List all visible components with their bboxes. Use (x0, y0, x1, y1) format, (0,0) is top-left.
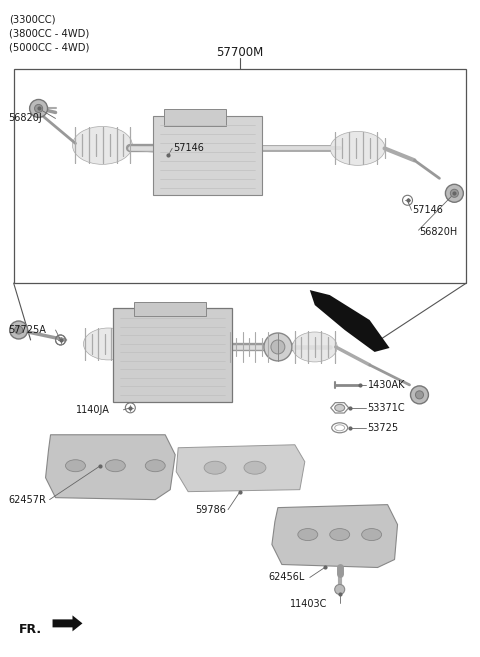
Ellipse shape (244, 461, 266, 474)
Text: (3300CC): (3300CC) (9, 14, 55, 25)
Text: 57146: 57146 (412, 205, 444, 215)
Circle shape (30, 99, 48, 118)
Text: 59786: 59786 (195, 505, 226, 514)
FancyBboxPatch shape (153, 116, 262, 195)
Ellipse shape (65, 460, 85, 472)
Circle shape (14, 326, 23, 334)
Ellipse shape (361, 529, 382, 541)
Text: 57700M: 57700M (216, 46, 264, 59)
Ellipse shape (298, 529, 318, 541)
Bar (13, 68, 467, 283)
Text: FR.: FR. (19, 623, 42, 636)
Text: 62456L: 62456L (268, 572, 304, 583)
Text: (5000CC - 4WD): (5000CC - 4WD) (9, 43, 89, 53)
Ellipse shape (335, 404, 345, 411)
Text: 11403C: 11403C (290, 599, 327, 610)
FancyBboxPatch shape (164, 110, 226, 126)
FancyBboxPatch shape (134, 302, 206, 316)
Ellipse shape (106, 460, 125, 472)
Ellipse shape (72, 126, 132, 164)
Polygon shape (52, 616, 83, 631)
Circle shape (271, 340, 285, 354)
FancyBboxPatch shape (113, 308, 232, 402)
Text: 57725A: 57725A (9, 325, 47, 335)
Ellipse shape (330, 529, 350, 541)
Polygon shape (310, 290, 390, 352)
Text: 56820J: 56820J (9, 114, 42, 124)
Ellipse shape (292, 332, 337, 362)
Text: (3800CC - 4WD): (3800CC - 4WD) (9, 29, 89, 39)
Polygon shape (176, 445, 305, 491)
Circle shape (416, 391, 423, 399)
Circle shape (35, 104, 43, 112)
Text: 62457R: 62457R (9, 495, 47, 505)
Text: 53371C: 53371C (368, 403, 405, 413)
Polygon shape (272, 505, 397, 568)
Text: 1140JA: 1140JA (75, 405, 109, 415)
Circle shape (410, 386, 429, 404)
Circle shape (450, 189, 458, 197)
Text: 53725: 53725 (368, 423, 399, 433)
Ellipse shape (204, 461, 226, 474)
Ellipse shape (145, 460, 165, 472)
Ellipse shape (84, 328, 133, 360)
Circle shape (445, 185, 463, 202)
Circle shape (10, 321, 28, 339)
Circle shape (264, 333, 292, 361)
Text: 56820H: 56820H (420, 227, 458, 237)
Ellipse shape (330, 131, 385, 166)
Text: 1430AK: 1430AK (368, 380, 405, 390)
Polygon shape (46, 435, 175, 499)
Circle shape (335, 585, 345, 595)
Text: 57146: 57146 (173, 143, 204, 153)
